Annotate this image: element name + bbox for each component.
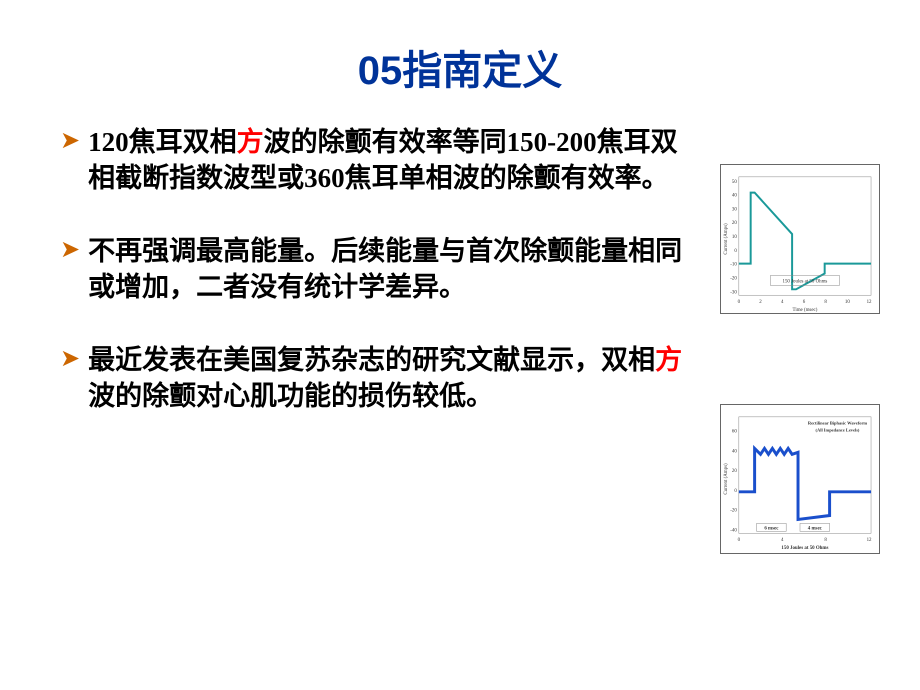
bullet-item: ➤ 最近发表在美国复苏杂志的研究文献显示，双相方波的除颤对心肌功能的损伤较低。	[60, 342, 700, 415]
svg-text:0: 0	[734, 489, 737, 494]
chart-title-line1: Rectilinear Biphasic Waveform	[808, 421, 868, 426]
content-area: ➤ 120焦耳双相方波的除颤有效率等同150-200焦耳双相截断指数波型或360…	[0, 124, 920, 554]
svg-text:12: 12	[867, 538, 872, 543]
bullet-marker-icon: ➤	[60, 342, 80, 376]
phase-label-1: 6 msec	[764, 526, 779, 531]
svg-text:0: 0	[738, 300, 741, 305]
waveform-line	[739, 193, 871, 290]
svg-text:6: 6	[803, 300, 806, 305]
svg-text:0: 0	[734, 249, 737, 254]
y-ticks: -40 -20 0 20 40 60	[730, 430, 737, 534]
svg-text:8: 8	[824, 538, 827, 543]
text-run: 不再强调最高能量。后续能量与首次除颤能量相同或增加，二者没有统计学差异。	[88, 236, 682, 302]
svg-text:30: 30	[732, 207, 737, 212]
bullet-item: ➤ 120焦耳双相方波的除颤有效率等同150-200焦耳双相截断指数波型或360…	[60, 124, 700, 197]
bullet-text: 不再强调最高能量。后续能量与首次除颤能量相同或增加，二者没有统计学差异。	[88, 233, 700, 306]
waveform-chart-1: -30 -20 -10 0 10 20 30 40 50 024 681012 …	[720, 164, 880, 314]
x-ticks: 0 4 8 12	[738, 538, 872, 543]
svg-text:40: 40	[732, 194, 737, 199]
x-ticks: 0 2 4 6 8 10 12	[738, 300, 872, 305]
y-axis-label: Current (Amps)	[724, 463, 729, 495]
text-run: 最近发表在美国复苏杂志的研究文献显示，双相	[88, 345, 655, 375]
text-run: 120焦耳双相	[88, 127, 237, 157]
svg-text:4: 4	[781, 538, 784, 543]
svg-text:20: 20	[732, 469, 737, 474]
svg-text:40: 40	[732, 449, 737, 454]
bullet-text: 最近发表在美国复苏杂志的研究文献显示，双相方波的除颤对心肌功能的损伤较低。	[88, 342, 700, 415]
svg-text:-20: -20	[730, 276, 737, 281]
svg-text:8: 8	[824, 300, 827, 305]
svg-text:50: 50	[732, 180, 737, 185]
bullet-marker-icon: ➤	[60, 124, 80, 158]
svg-text:-10: -10	[730, 263, 737, 268]
bullet-text: 120焦耳双相方波的除颤有效率等同150-200焦耳双相截断指数波型或360焦耳…	[88, 124, 700, 197]
waveform-chart-2: -40 -20 0 20 40 60 0 4 8 12 Rectilinear Bip…	[720, 404, 880, 554]
chart-caption: 150 Joules at 50 Ohms	[781, 546, 828, 551]
plot-frame	[739, 177, 871, 295]
phase-label-2: 4 msec	[808, 526, 823, 531]
text-run-highlight: 方	[237, 127, 264, 157]
svg-text:4: 4	[781, 300, 784, 305]
text-run-highlight: 方	[655, 345, 682, 375]
text-run: 波的除颤对心肌功能的损伤较低。	[88, 381, 493, 411]
chart-caption: 150 Joules at 50 Ohms	[783, 279, 828, 284]
svg-text:12: 12	[867, 300, 872, 305]
bullet-item: ➤ 不再强调最高能量。后续能量与首次除颤能量相同或增加，二者没有统计学差异。	[60, 233, 700, 306]
plot-frame	[739, 417, 871, 533]
svg-text:10: 10	[732, 235, 737, 240]
y-axis-label: Current (Amps)	[724, 223, 729, 255]
svg-text:10: 10	[845, 300, 850, 305]
figure-column: -30 -20 -10 0 10 20 30 40 50 024 681012 …	[720, 124, 900, 554]
svg-text:2: 2	[759, 300, 762, 305]
svg-text:-20: -20	[730, 509, 737, 514]
bullet-marker-icon: ➤	[60, 233, 80, 267]
svg-text:20: 20	[732, 221, 737, 226]
x-axis-label: Time (msec)	[793, 308, 818, 313]
svg-text:0: 0	[738, 538, 741, 543]
chart-title-line2: (All Impedance Levels)	[816, 428, 860, 433]
y-ticks: -30 -20 -10 0 10 20 30 40 50	[730, 180, 737, 296]
svg-text:60: 60	[732, 430, 737, 435]
svg-text:-30: -30	[730, 290, 737, 295]
svg-text:-40: -40	[730, 528, 737, 533]
waveform-line	[739, 448, 871, 519]
slide-title: 05指南定义	[0, 0, 920, 124]
bullet-list: ➤ 120焦耳双相方波的除颤有效率等同150-200焦耳双相截断指数波型或360…	[60, 124, 720, 554]
